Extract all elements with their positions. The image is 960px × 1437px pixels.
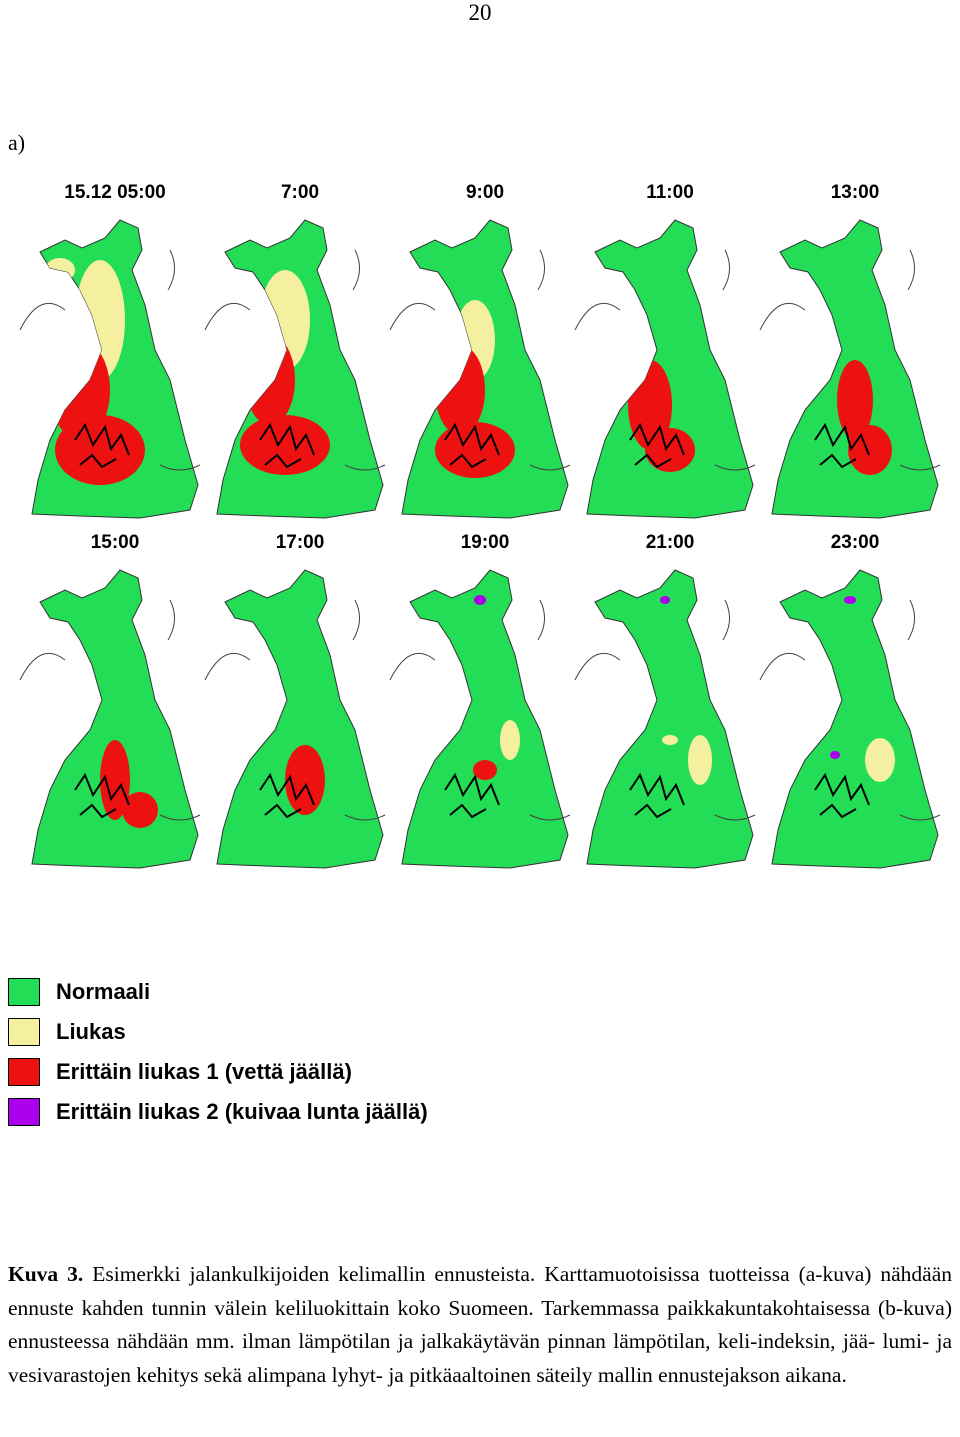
map-grid: 15.12 05:00 7:00 9:00 11:00 13:00 15:00 17:00 1… <box>19 182 941 869</box>
neighbor-coast <box>574 249 756 471</box>
panel-label: a) <box>8 130 26 155</box>
map <box>19 569 201 869</box>
neighbor-coast <box>759 599 941 821</box>
legend: Normaali Liukas Erittäin liukas 1 (vettä j… <box>8 972 428 1132</box>
class-area <box>473 760 497 780</box>
country-outline <box>586 219 754 519</box>
lakes <box>259 422 315 469</box>
lakes <box>814 422 870 469</box>
map-time-label: 21:00 <box>646 532 695 553</box>
map <box>759 219 941 519</box>
map-time-label: 7:00 <box>281 182 319 203</box>
legend-swatch <box>8 1098 40 1126</box>
class-overlay <box>473 595 520 780</box>
lakes <box>259 772 315 819</box>
lakes <box>444 422 500 469</box>
country-outline <box>586 569 754 869</box>
class-area <box>848 425 892 475</box>
country-outline <box>771 569 939 869</box>
page-number: 20 <box>468 0 492 25</box>
country-outline <box>31 569 199 869</box>
class-area <box>837 360 873 440</box>
class-overlay <box>100 740 158 828</box>
lakes <box>629 772 685 819</box>
legend-item: Normaali <box>8 972 428 1012</box>
map <box>19 219 201 519</box>
map-time-label: 19:00 <box>461 532 510 553</box>
neighbor-coast <box>19 249 201 471</box>
class-area <box>645 428 695 472</box>
class-area <box>240 415 330 475</box>
class-area <box>435 422 515 478</box>
map <box>389 569 571 869</box>
legend-swatch <box>8 978 40 1006</box>
map-time-label: 23:00 <box>831 532 880 553</box>
lakes <box>74 422 130 469</box>
legend-swatch <box>8 1018 40 1046</box>
neighbor-coast <box>204 249 386 471</box>
country-outline <box>216 569 384 869</box>
lakes <box>444 772 500 819</box>
class-area <box>844 596 856 604</box>
caption-label: Kuva 3. <box>8 1262 84 1286</box>
neighbor-coast <box>759 249 941 471</box>
map <box>204 219 386 519</box>
class-area <box>122 792 158 828</box>
map-time-label: 9:00 <box>466 182 504 203</box>
class-area <box>45 258 75 282</box>
lakes <box>74 772 130 819</box>
map-time-label: 17:00 <box>276 532 325 553</box>
class-area <box>100 740 130 820</box>
class-area <box>435 345 485 435</box>
caption-text: Esimerkki jalankulkijoiden kelimallin en… <box>8 1262 953 1387</box>
class-area <box>660 596 670 604</box>
class-area <box>688 735 712 785</box>
map <box>574 569 756 869</box>
class-area <box>662 735 678 745</box>
map <box>204 569 386 869</box>
neighbor-coast <box>389 249 571 471</box>
neighbor-coast <box>574 599 756 821</box>
legend-label: Erittäin liukas 1 (vettä jäällä) <box>56 1059 352 1084</box>
legend-label: Liukas <box>56 1019 126 1044</box>
neighbor-coast <box>19 599 201 821</box>
legend-item: Erittäin liukas 1 (vettä jäällä) <box>8 1052 428 1092</box>
caption: Kuva 3. Esimerkki jalankulkijoiden kelim… <box>8 1258 952 1392</box>
legend-item: Erittäin liukas 2 (kuivaa lunta jäällä) <box>8 1092 428 1132</box>
legend-item: Liukas <box>8 1012 428 1052</box>
map <box>389 219 571 519</box>
class-area <box>865 738 895 782</box>
legend-label: Erittäin liukas 2 (kuivaa lunta jäällä) <box>56 1099 428 1124</box>
map-time-label: 15.12 05:00 <box>64 182 165 203</box>
class-area <box>474 595 486 605</box>
neighbor-coast <box>204 599 386 821</box>
neighbor-coast <box>389 599 571 821</box>
legend-swatch <box>8 1058 40 1086</box>
class-area <box>830 751 840 759</box>
map-time-label: 11:00 <box>646 182 694 203</box>
legend-label: Normaali <box>56 979 151 1004</box>
country-outline <box>216 219 384 519</box>
country-outline <box>401 569 569 869</box>
class-area <box>500 720 520 760</box>
map <box>574 219 756 519</box>
lakes <box>629 422 685 469</box>
class-area <box>245 335 295 425</box>
class-area <box>55 415 145 485</box>
map-time-label: 15:00 <box>91 532 140 553</box>
class-overlay <box>660 596 712 785</box>
map <box>759 569 941 869</box>
lakes <box>814 772 870 819</box>
map-time-label: 13:00 <box>831 182 880 203</box>
class-overlay <box>830 596 895 782</box>
